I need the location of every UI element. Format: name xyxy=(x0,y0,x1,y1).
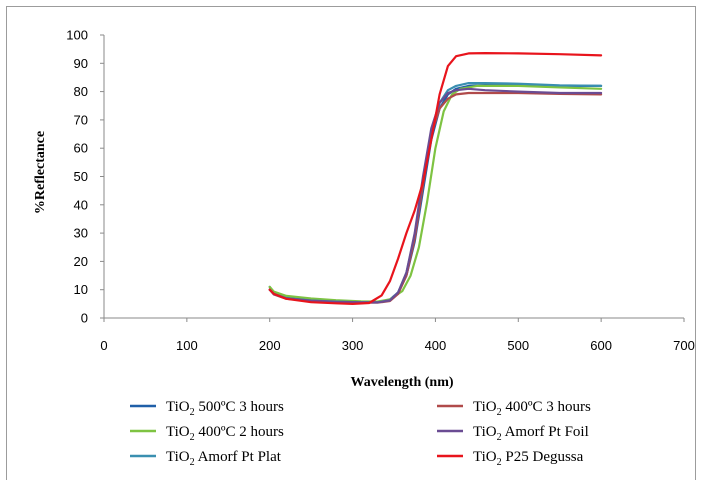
legend-entry: TiO2 500ºC 3 hours xyxy=(166,399,284,418)
y-tick-label: 70 xyxy=(74,112,88,127)
y-tick-label: 20 xyxy=(74,254,88,269)
y-tick-label: 50 xyxy=(74,169,88,184)
series-line-tio2-400-c-2-hours xyxy=(268,84,603,303)
x-tick-label: 400 xyxy=(425,338,447,353)
y-tick-label: 0 xyxy=(81,311,88,326)
y-tick-label: 90 xyxy=(74,56,88,71)
y-tick-label: 100 xyxy=(66,28,88,43)
legend-entry: TiO2 Amorf Pt Foil xyxy=(473,424,589,443)
x-tick-label: 200 xyxy=(259,338,281,353)
legend-entry: TiO2 400ºC 3 hours xyxy=(473,399,591,418)
y-tick-label: 30 xyxy=(74,226,88,241)
y-tick-label: 80 xyxy=(74,84,88,99)
x-tick-label: 600 xyxy=(590,338,612,353)
y-tick-label: 10 xyxy=(74,282,88,297)
series-line-tio2-p25-degussa xyxy=(268,52,603,305)
x-tick-label: 500 xyxy=(507,338,529,353)
legend-entry: TiO2 400ºC 2 hours xyxy=(166,424,284,443)
y-axis-title: %Reflectance xyxy=(33,131,48,214)
x-tick-label: 100 xyxy=(176,338,198,353)
legend: TiO2 500ºC 3 hours TiO2 400ºC 2 hours TiO2… xyxy=(130,399,591,468)
series-layer xyxy=(268,52,603,305)
legend-entry: TiO2 P25 Degussa xyxy=(473,449,584,468)
x-tick-label: 700 xyxy=(673,338,695,353)
series-line-tio2-400-c-3-hours xyxy=(268,91,603,304)
x-tick-label: 0 xyxy=(100,338,107,353)
series-line-tio2-amorf-pt-foil xyxy=(268,87,603,304)
axes-group: 0 10 20 30 40 50 60 70 80 90 100 0 100 200 300 400 500 60… xyxy=(66,28,695,354)
y-tick-label: 60 xyxy=(74,141,88,156)
x-tick-label: 300 xyxy=(342,338,364,353)
x-axis-title: Wavelength (nm) xyxy=(350,375,453,390)
y-tick-label: 40 xyxy=(74,197,88,212)
legend-entry: TiO2 Amorf Pt Plat xyxy=(166,449,282,468)
